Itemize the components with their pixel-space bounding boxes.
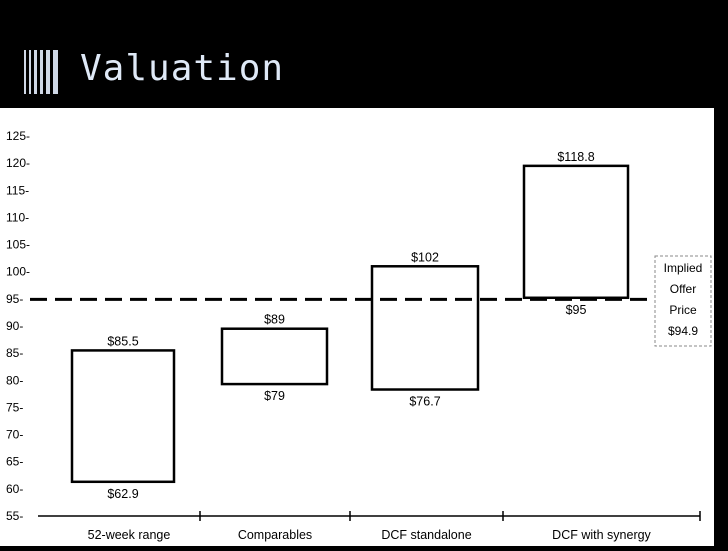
x-category-label: Comparables [238, 528, 312, 542]
chart-panel: 55- 60- 65- 70- 75- 80- 85- 90- 95- 100- 105- 110- 1… [0, 108, 714, 546]
y-tick-label: 80- [6, 373, 23, 387]
range-bar [70, 349, 176, 484]
range-low-label: $79 [264, 389, 285, 403]
y-tick-label: 85- [6, 346, 23, 360]
implied-offer-callout-text: Price [669, 303, 697, 317]
y-tick-label: 105- [6, 238, 30, 252]
y-tick-label: 55- [6, 509, 23, 523]
range-bar [522, 164, 630, 300]
y-tick-label: 70- [6, 428, 23, 442]
range-high-label: $89 [264, 313, 285, 327]
range-low-label: $76.7 [409, 395, 440, 409]
slide-title: Valuation [80, 48, 285, 89]
y-tick-label: 60- [6, 482, 23, 496]
y-tick-label: 100- [6, 265, 30, 279]
valuation-range-chart: 55- 60- 65- 70- 75- 80- 85- 90- 95- 100- 105- 110- 1… [6, 129, 712, 542]
range-high-label: $85.5 [107, 334, 138, 348]
y-tick-label: 75- [6, 400, 23, 414]
implied-offer-callout-text: $94.9 [668, 324, 698, 338]
range-low-label: $95 [566, 303, 587, 317]
title-bar: Valuation [0, 0, 728, 108]
y-tick-label: 125- [6, 129, 30, 143]
x-category-label: DCF standalone [381, 528, 471, 542]
range-high-label: $102 [411, 250, 439, 264]
implied-offer-callout-text: Offer [670, 282, 696, 296]
slide-decoration-bars-icon [24, 50, 58, 94]
y-tick-label: 95- [6, 292, 23, 306]
y-tick-label: 65- [6, 455, 23, 469]
right-edge-strip [714, 108, 728, 546]
y-tick-label: 120- [6, 156, 30, 170]
x-category-label: 52-week range [88, 528, 171, 542]
implied-offer-callout-text: Implied [664, 261, 703, 275]
implied-offer-callout-box [654, 255, 712, 347]
y-tick-label: 115- [6, 183, 29, 197]
x-category-label: DCF with synergy [552, 528, 651, 542]
range-bar [370, 265, 480, 391]
y-tick-label: 110- [6, 210, 29, 224]
range-bar [220, 327, 329, 386]
range-low-label: $62.9 [107, 487, 138, 501]
y-tick-label: 90- [6, 319, 23, 333]
range-high-label: $118.8 [557, 150, 594, 164]
